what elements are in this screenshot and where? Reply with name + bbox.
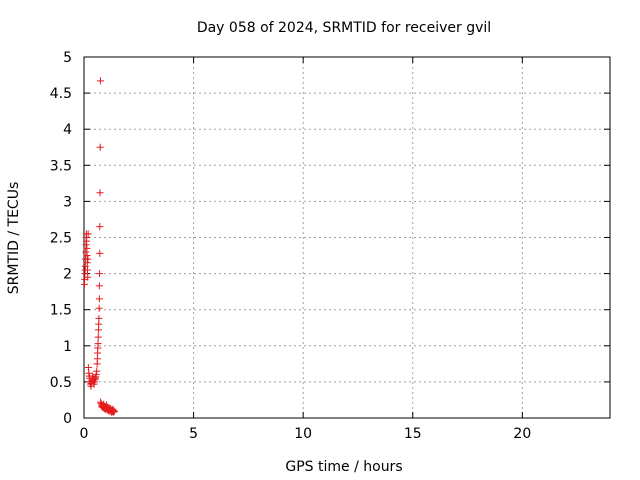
- y-axis-label: SRMTID / TECUs: [6, 182, 22, 295]
- data-point: [95, 282, 103, 290]
- data-point: [96, 189, 104, 197]
- x-tick-label: 20: [513, 426, 531, 442]
- data-point: [83, 237, 91, 245]
- y-tick-label: 0.5: [50, 375, 72, 391]
- data-point: [83, 259, 91, 267]
- y-tick-labels: 0 0.5 1 1.5 2 2.5 3 3.5 4 4.5 5: [50, 50, 72, 427]
- data-point: [94, 333, 102, 341]
- data-point: [84, 273, 92, 281]
- x-tick-labels: 0 5 10 15 20: [80, 426, 532, 442]
- y-tick-label: 2.5: [50, 231, 72, 247]
- y-tick-label: 3.5: [50, 158, 72, 174]
- x-tick-label: 5: [189, 426, 198, 442]
- x-tick-label: 10: [294, 426, 312, 442]
- x-axis-label: GPS time / hours: [285, 459, 402, 475]
- data-point: [83, 244, 91, 252]
- data-point: [83, 252, 91, 260]
- data-point: [95, 304, 103, 312]
- grid-lines: [84, 57, 610, 418]
- data-point: [84, 255, 92, 263]
- y-tick-label: 4.5: [50, 86, 72, 102]
- axis-ticks: [83, 56, 610, 419]
- y-tick-label: 3: [63, 194, 72, 210]
- data-point: [96, 249, 104, 257]
- data-point: [96, 143, 104, 151]
- data-point: [81, 262, 89, 270]
- y-tick-label: 1: [63, 339, 72, 355]
- x-tick-label: 15: [404, 426, 422, 442]
- y-tick-label: 1.5: [50, 303, 72, 319]
- data-point: [82, 248, 90, 256]
- chart-title: Day 058 of 2024, SRMTID for receiver gvi…: [197, 20, 491, 36]
- data-point: [96, 77, 104, 85]
- x-tick-label: 0: [80, 426, 89, 442]
- y-tick-label: 2: [63, 267, 72, 283]
- data-point: [82, 241, 90, 249]
- y-tick-label: 5: [63, 50, 72, 66]
- data-point: [96, 270, 104, 278]
- data-point: [84, 266, 92, 274]
- data-point: [110, 408, 118, 416]
- data-point: [95, 295, 103, 303]
- data-point: [94, 340, 102, 348]
- data-point: [95, 314, 103, 322]
- y-tick-label: 0: [63, 411, 72, 427]
- data-points: [80, 77, 118, 416]
- plot-border: [83, 56, 611, 419]
- data-point: [93, 367, 101, 375]
- y-tick-label: 4: [63, 122, 72, 138]
- data-point: [84, 230, 92, 238]
- data-point: [96, 223, 104, 231]
